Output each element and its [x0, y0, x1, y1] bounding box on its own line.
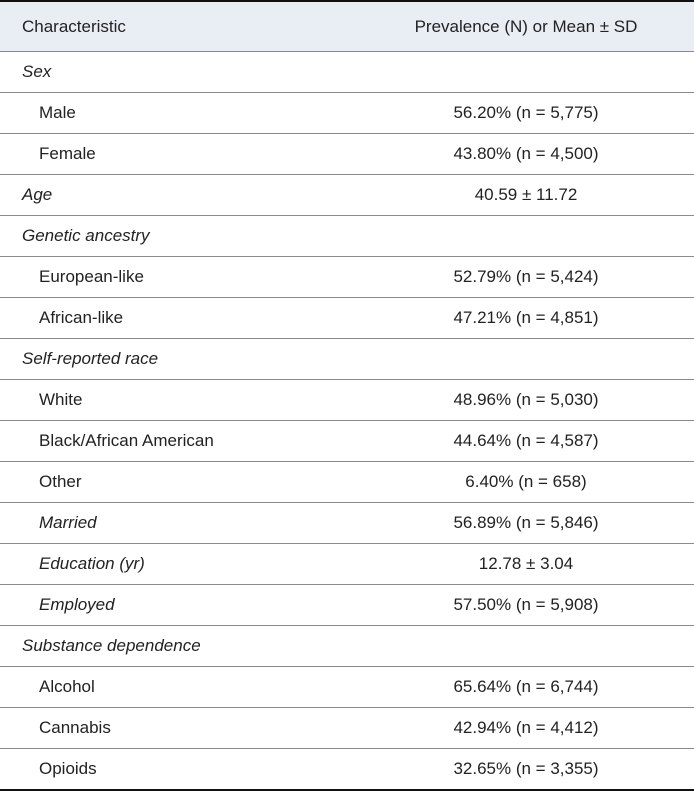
label-cell: Genetic ancestry: [0, 215, 358, 257]
table-row: Substance dependence: [0, 625, 694, 667]
header-row: Characteristic Prevalence (N) or Mean ± …: [0, 1, 694, 52]
table-row: Age 40.59 ± 11.72: [0, 174, 694, 216]
value-cell: [358, 338, 694, 380]
label-cell: Black/African American: [0, 420, 358, 462]
label-cell: Education (yr): [0, 543, 358, 585]
table-row: Education (yr) 12.78 ± 3.04: [0, 543, 694, 585]
value-cell: 57.50% (n = 5,908): [358, 584, 694, 626]
value-cell: 65.64% (n = 6,744): [358, 666, 694, 708]
label-cell: Substance dependence: [0, 625, 358, 667]
value-cell: 6.40% (n = 658): [358, 461, 694, 503]
label-cell: Female: [0, 133, 358, 175]
label-cell: Alcohol: [0, 666, 358, 708]
table-row: Married 56.89% (n = 5,846): [0, 502, 694, 544]
label-cell: White: [0, 379, 358, 421]
value-cell: 52.79% (n = 5,424): [358, 256, 694, 298]
value-cell: 40.59 ± 11.72: [358, 174, 694, 216]
value-cell: [358, 625, 694, 667]
label-cell: African-like: [0, 297, 358, 339]
label-cell: Sex: [0, 51, 358, 93]
value-cell: [358, 215, 694, 257]
label-cell: Male: [0, 92, 358, 134]
value-cell: 42.94% (n = 4,412): [358, 707, 694, 749]
label-cell: Other: [0, 461, 358, 503]
value-cell: [358, 51, 694, 93]
table-row: Cannabis 42.94% (n = 4,412): [0, 707, 694, 749]
header-cell: Characteristic: [0, 1, 358, 52]
table-row: European-like 52.79% (n = 5,424): [0, 256, 694, 298]
header-cell: Prevalence (N) or Mean ± SD: [358, 1, 694, 52]
table-row: Female 43.80% (n = 4,500): [0, 133, 694, 175]
table-row: Male 56.20% (n = 5,775): [0, 92, 694, 134]
table-row: Alcohol 65.64% (n = 6,744): [0, 666, 694, 708]
value-cell: 48.96% (n = 5,030): [358, 379, 694, 421]
table-row: Sex: [0, 51, 694, 93]
label-cell: Self-reported race: [0, 338, 358, 380]
value-cell: 47.21% (n = 4,851): [358, 297, 694, 339]
value-cell: 12.78 ± 3.04: [358, 543, 694, 585]
table-row: Genetic ancestry: [0, 215, 694, 257]
table-row: Opioids 32.65% (n = 3,355): [0, 749, 694, 791]
table-row: Employed 57.50% (n = 5,908): [0, 584, 694, 626]
table-row: African-like 47.21% (n = 4,851): [0, 297, 694, 339]
label-cell: Married: [0, 502, 358, 544]
label-cell: Employed: [0, 584, 358, 626]
value-cell: 44.64% (n = 4,587): [358, 420, 694, 462]
table-row: Other 6.40% (n = 658): [0, 461, 694, 503]
value-cell: 56.89% (n = 5,846): [358, 502, 694, 544]
value-cell: 56.20% (n = 5,775): [358, 92, 694, 134]
label-cell: Cannabis: [0, 707, 358, 749]
table-row: White 48.96% (n = 5,030): [0, 379, 694, 421]
label-cell: European-like: [0, 256, 358, 298]
value-cell: 43.80% (n = 4,500): [358, 133, 694, 175]
label-cell: Opioids: [39, 759, 97, 778]
label-cell: Age: [0, 174, 358, 216]
table-body: Sex Male 56.20% (n = 5,775) Female 43.80% (n…: [0, 51, 694, 791]
table-row: Self-reported race: [0, 338, 694, 380]
value-cell: 32.65% (n = 3,355): [453, 759, 599, 778]
table-row: Black/African American 44.64% (n = 4,587): [0, 420, 694, 462]
